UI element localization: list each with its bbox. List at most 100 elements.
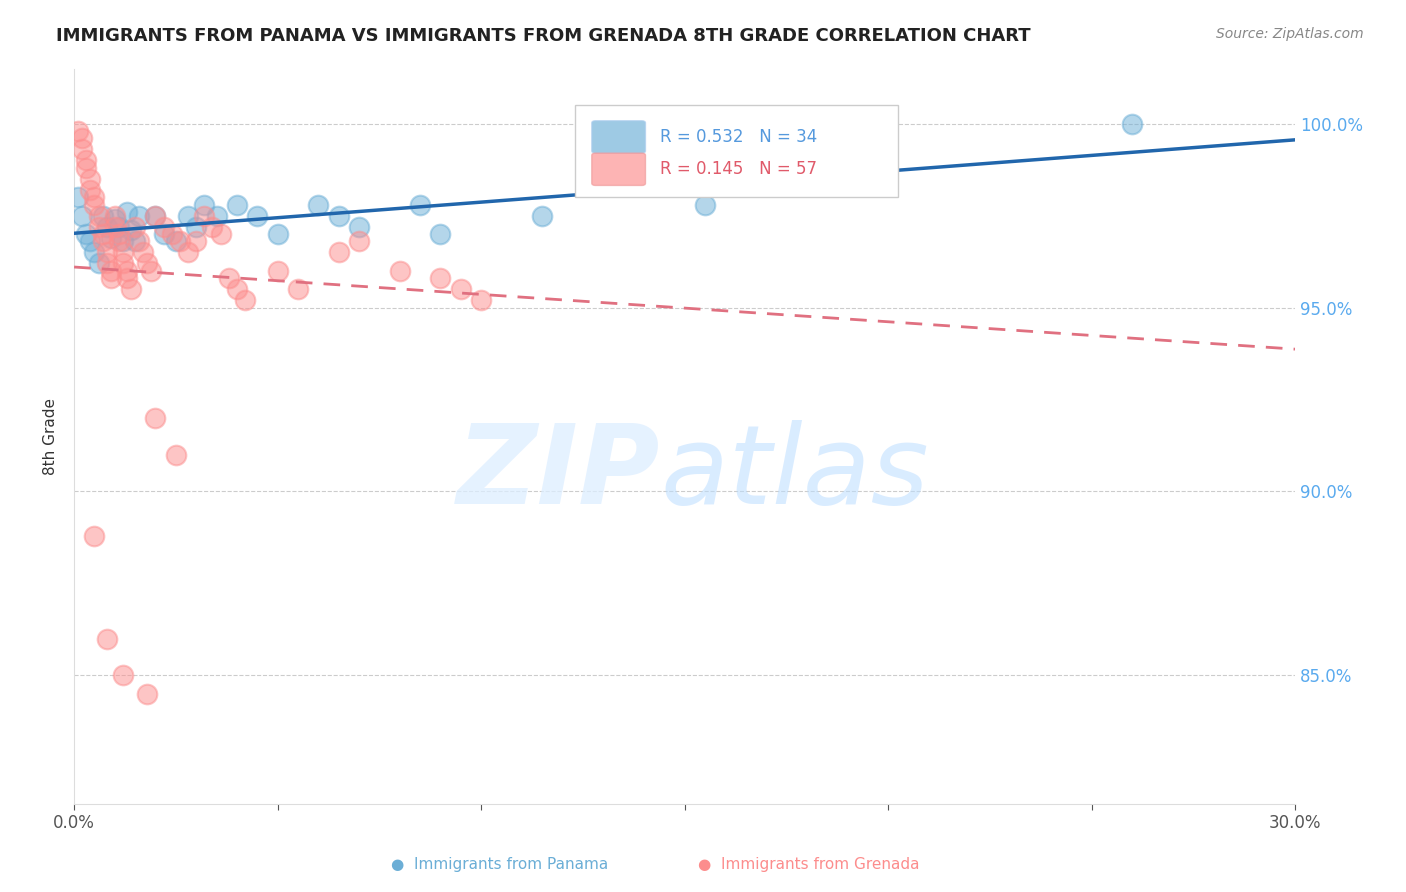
Point [79,171,101,186]
Point [104,212,127,227]
Point [67,190,90,204]
Point [328,209,350,223]
Point [115,271,138,285]
Text: Source: ZipAtlas.com: Source: ZipAtlas.com [1216,27,1364,41]
Point [111,668,134,682]
Point [1121,117,1143,131]
Point [70,143,93,157]
Point [266,227,288,241]
Point [96,245,118,260]
Point [145,410,167,425]
FancyBboxPatch shape [592,153,645,186]
Point [115,264,138,278]
Point [145,209,167,223]
Point [141,264,163,278]
Point [91,235,114,249]
Point [266,264,288,278]
Point [83,190,105,204]
Text: ●  Immigrants from Grenada: ● Immigrants from Grenada [697,857,920,872]
Point [347,219,370,234]
Point [388,264,411,278]
Point [96,219,118,234]
Point [136,256,159,270]
Point [225,197,247,211]
Point [225,282,247,296]
Point [132,245,155,260]
Point [429,271,451,285]
Point [104,219,127,234]
Point [409,197,432,211]
Point [87,219,110,234]
Point [75,227,97,241]
Point [70,209,93,223]
Text: IMMIGRANTS FROM PANAMA VS IMMIGRANTS FROM GRENADA 8TH GRADE CORRELATION CHART: IMMIGRANTS FROM PANAMA VS IMMIGRANTS FRO… [56,27,1031,45]
Point [91,209,114,223]
Point [91,227,114,241]
Point [186,219,208,234]
Point [205,209,228,223]
Point [124,219,146,234]
Point [531,209,554,223]
Text: atlas: atlas [661,419,929,526]
Point [87,256,110,270]
Point [79,183,101,197]
Point [347,235,370,249]
Point [233,293,256,308]
Point [136,687,159,701]
Point [111,235,134,249]
Point [79,235,101,249]
Point [429,227,451,241]
Point [145,209,167,223]
Point [124,235,146,249]
Point [115,205,138,219]
Point [177,245,200,260]
Point [100,264,122,278]
Point [67,124,90,138]
FancyBboxPatch shape [575,105,898,197]
Point [165,448,187,462]
Point [120,223,142,237]
Point [128,235,150,249]
Point [108,235,131,249]
Point [83,197,105,211]
Point [128,209,150,223]
Point [450,282,472,296]
FancyBboxPatch shape [592,120,645,153]
Point [111,245,134,260]
Point [75,161,97,175]
Point [152,219,174,234]
Point [70,131,93,145]
Point [100,271,122,285]
Point [152,227,174,241]
Point [193,197,215,211]
Text: ●  Immigrants from Panama: ● Immigrants from Panama [391,857,607,872]
Point [193,209,215,223]
Text: R = 0.145   N = 57: R = 0.145 N = 57 [661,161,817,178]
Point [201,219,224,234]
Point [177,209,200,223]
Point [120,282,142,296]
Point [218,271,240,285]
Point [328,245,350,260]
Point [108,227,131,241]
Point [287,282,309,296]
Text: ZIP: ZIP [457,419,661,526]
Point [83,528,105,542]
Point [160,227,183,241]
Point [693,197,716,211]
Point [165,235,187,249]
Point [209,227,232,241]
Point [104,209,127,223]
Point [83,245,105,260]
Point [87,209,110,223]
Point [108,219,131,234]
Text: R = 0.532   N = 34: R = 0.532 N = 34 [661,128,817,146]
Point [96,256,118,270]
Point [470,293,492,308]
Point [96,632,118,646]
Y-axis label: 8th Grade: 8th Grade [44,398,58,475]
Point [246,209,269,223]
Point [307,197,329,211]
Point [186,235,208,249]
Point [111,256,134,270]
